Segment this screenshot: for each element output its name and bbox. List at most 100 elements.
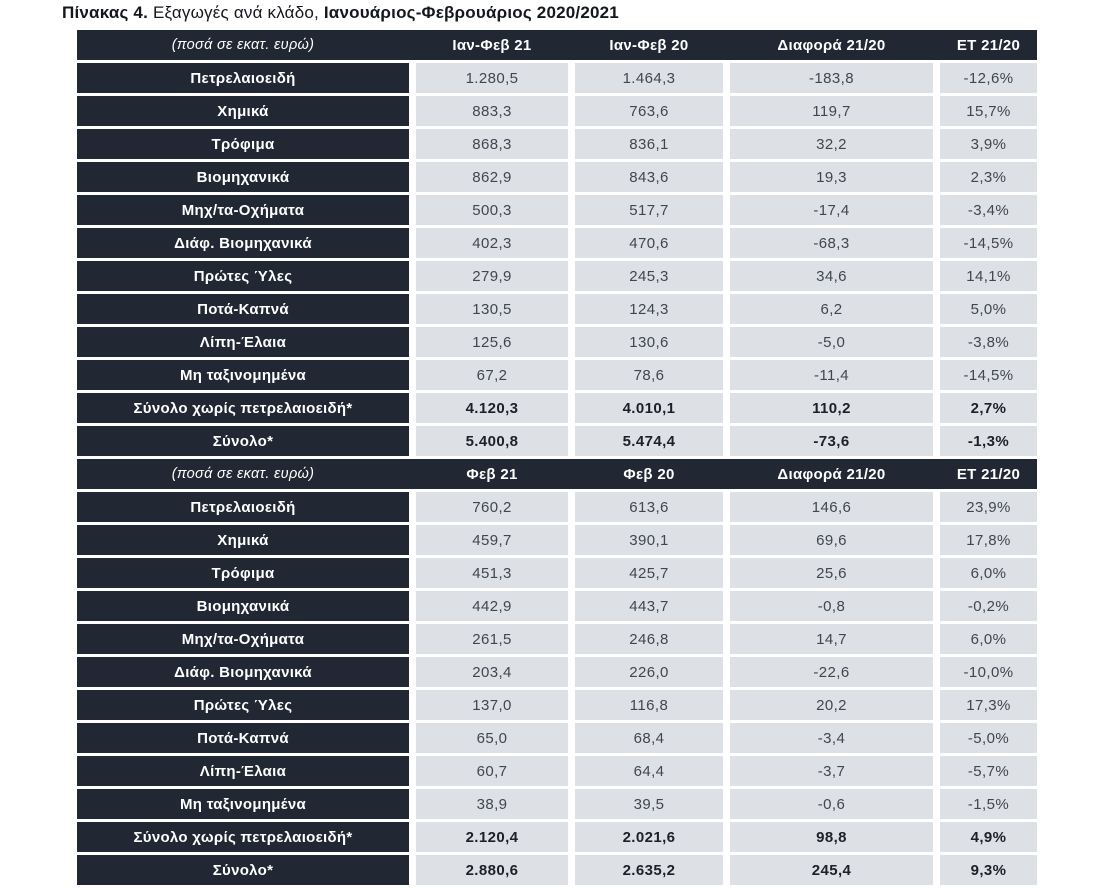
table-header-row: (ποσά σε εκατ. ευρώ) Ιαν-Φεβ 21 Ιαν-Φεβ 20… — [77, 30, 1037, 60]
cell-value: 843,6 — [575, 162, 723, 192]
column-header: Φεβ 21 — [466, 465, 518, 483]
cell-value: -5,0% — [940, 723, 1037, 753]
row-label: Πετρελαιοειδή — [77, 492, 409, 522]
cell-value: -14,5% — [940, 360, 1037, 390]
row-label: Σύνολο χωρίς πετρελαιοειδή* — [77, 393, 409, 423]
title-period: Ιανουάριος-Φεβρουάριος 2020/2021 — [323, 3, 619, 22]
column-header: Ιαν-Φεβ 21 — [452, 36, 532, 54]
cell-value: 65,0 — [416, 723, 568, 753]
cell-value: 226,0 — [575, 657, 723, 687]
cell-value: 125,6 — [416, 327, 568, 357]
title-table-number: Πίνακας 4. — [62, 3, 149, 22]
row-label: Βιομηχανικά — [77, 591, 409, 621]
cell-value: -73,6 — [730, 426, 933, 456]
cell-value: -10,0% — [940, 657, 1037, 687]
cell-value: -11,4 — [730, 360, 933, 390]
cell-value: 4.120,3 — [416, 393, 568, 423]
cell-value: 69,6 — [730, 525, 933, 555]
cell-value: 862,9 — [416, 162, 568, 192]
column-header: ΕΤ 21/20 — [956, 36, 1021, 54]
cell-value: 442,9 — [416, 591, 568, 621]
cell-value: -3,8% — [940, 327, 1037, 357]
cell-value: 4,9% — [940, 822, 1037, 852]
cell-value: 23,9% — [940, 492, 1037, 522]
cell-value: 245,3 — [575, 261, 723, 291]
cell-value: 6,0% — [940, 624, 1037, 654]
row-label: Διάφ. Βιομηχανικά — [77, 657, 409, 687]
title-subject: Εξαγωγές ανά κλάδο, — [152, 3, 319, 22]
cell-value: 39,5 — [575, 789, 723, 819]
cell-value: 5.400,8 — [416, 426, 568, 456]
row-label: Μη ταξινομημένα — [77, 789, 409, 819]
cell-value: 459,7 — [416, 525, 568, 555]
cell-value: 261,5 — [416, 624, 568, 654]
cell-value: 130,5 — [416, 294, 568, 324]
cell-value: 19,3 — [730, 162, 933, 192]
exports-by-sector-table: (ποσά σε εκατ. ευρώ) Ιαν-Φεβ 21 Ιαν-Φεβ 20… — [77, 30, 1037, 885]
cell-value: 34,6 — [730, 261, 933, 291]
cell-value: -0,8 — [730, 591, 933, 621]
row-label: Λίπη-Έλαια — [77, 756, 409, 786]
cell-value: 203,4 — [416, 657, 568, 687]
cell-value: 98,8 — [730, 822, 933, 852]
cell-value: 613,6 — [575, 492, 723, 522]
column-header: Διαφορά 21/20 — [777, 465, 886, 483]
cell-value: 390,1 — [575, 525, 723, 555]
cell-value: 2.120,4 — [416, 822, 568, 852]
cell-value: 78,6 — [575, 360, 723, 390]
cell-value: -3,4% — [940, 195, 1037, 225]
cell-value: 67,2 — [416, 360, 568, 390]
cell-value: 38,9 — [416, 789, 568, 819]
cell-value: 20,2 — [730, 690, 933, 720]
cell-value: -5,7% — [940, 756, 1037, 786]
row-label: Μη ταξινομημένα — [77, 360, 409, 390]
cell-value: -14,5% — [940, 228, 1037, 258]
cell-value: 2,3% — [940, 162, 1037, 192]
cell-value: 17,3% — [940, 690, 1037, 720]
row-label: Πρώτες Ύλες — [77, 690, 409, 720]
cell-value: 425,7 — [575, 558, 723, 588]
row-label: Ποτά-Καπνά — [77, 723, 409, 753]
row-label: Σύνολο* — [77, 426, 409, 456]
cell-value: -68,3 — [730, 228, 933, 258]
cell-value: 116,8 — [575, 690, 723, 720]
cell-value: 470,6 — [575, 228, 723, 258]
column-header: Ιαν-Φεβ 20 — [609, 36, 689, 54]
cell-value: 5.474,4 — [575, 426, 723, 456]
cell-value: 130,6 — [575, 327, 723, 357]
column-header: Φεβ 20 — [623, 465, 675, 483]
cell-value: 451,3 — [416, 558, 568, 588]
row-label: Διάφ. Βιομηχανικά — [77, 228, 409, 258]
cell-value: 1.280,5 — [416, 63, 568, 93]
table-header-row: (ποσά σε εκατ. ευρώ) Φεβ 21 Φεβ 20 Διαφορά … — [77, 459, 1037, 489]
cell-value: 517,7 — [575, 195, 723, 225]
cell-value: 402,3 — [416, 228, 568, 258]
cell-value: 760,2 — [416, 492, 568, 522]
row-label: Πετρελαιοειδή — [77, 63, 409, 93]
cell-value: -5,0 — [730, 327, 933, 357]
cell-value: -1,3% — [940, 426, 1037, 456]
cell-value: 15,7% — [940, 96, 1037, 126]
cell-value: 763,6 — [575, 96, 723, 126]
cell-value: -0,2% — [940, 591, 1037, 621]
cell-value: 246,8 — [575, 624, 723, 654]
column-header: Διαφορά 21/20 — [777, 36, 886, 54]
row-label: Μηχ/τα-Οχήματα — [77, 195, 409, 225]
cell-value: 6,0% — [940, 558, 1037, 588]
cell-value: 5,0% — [940, 294, 1037, 324]
row-label: Χημικά — [77, 525, 409, 555]
row-label: Λίπη-Έλαια — [77, 327, 409, 357]
cell-value: 2.880,6 — [416, 855, 568, 885]
row-label: Μηχ/τα-Οχήματα — [77, 624, 409, 654]
cell-value: -1,5% — [940, 789, 1037, 819]
cell-value: 14,7 — [730, 624, 933, 654]
cell-value: 137,0 — [416, 690, 568, 720]
row-label: Χημικά — [77, 96, 409, 126]
cell-value: 14,1% — [940, 261, 1037, 291]
cell-value: 17,8% — [940, 525, 1037, 555]
cell-value: 2.021,6 — [575, 822, 723, 852]
cell-value: -17,4 — [730, 195, 933, 225]
row-label: Σύνολο* — [77, 855, 409, 885]
cell-value: 4.010,1 — [575, 393, 723, 423]
